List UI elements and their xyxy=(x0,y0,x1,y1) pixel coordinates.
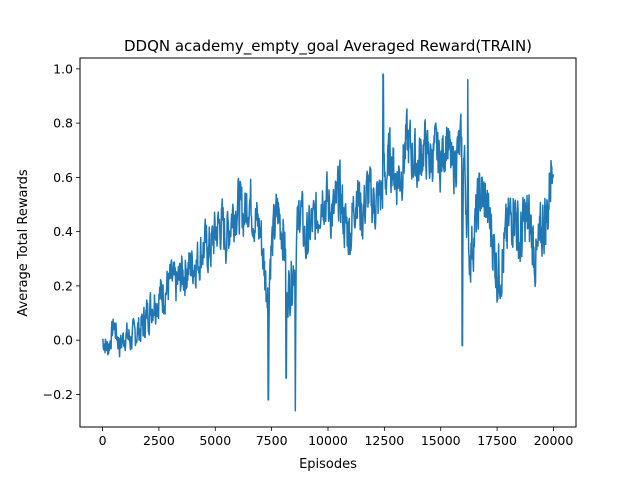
x-axis: 0 2500 5000 7500 10000 12500 15000 17500 20000 xyxy=(99,427,574,448)
y-tick-label: 0.2 xyxy=(53,278,73,293)
x-tick-label: 2500 xyxy=(143,433,175,448)
x-tick-label: 20000 xyxy=(534,433,574,448)
x-tick-label: 15000 xyxy=(421,433,461,448)
chart-title: DDQN academy_empty_goal Averaged Reward(… xyxy=(124,37,532,56)
x-tick-label: 0 xyxy=(99,433,107,448)
x-tick-label: 10000 xyxy=(308,433,348,448)
y-tick-label: 0.0 xyxy=(53,333,73,348)
y-axis-title: Average Total Rewards xyxy=(16,169,31,316)
y-axis: −0.2 0.0 0.2 0.4 0.6 0.8 1.0 xyxy=(43,61,80,402)
y-tick-label: 0.8 xyxy=(53,116,73,131)
x-tick-label: 17500 xyxy=(477,433,517,448)
x-tick-label: 7500 xyxy=(256,433,288,448)
series-layer xyxy=(101,73,555,412)
series-line xyxy=(101,73,555,412)
y-tick-label: 1.0 xyxy=(53,61,73,76)
x-axis-title: Episodes xyxy=(299,457,357,472)
plot-area xyxy=(80,58,576,427)
y-tick-label: −0.2 xyxy=(43,387,73,402)
x-tick-label: 12500 xyxy=(364,433,404,448)
y-tick-label: 0.4 xyxy=(53,224,73,239)
y-tick-label: 0.6 xyxy=(53,170,73,185)
x-tick-label: 5000 xyxy=(199,433,231,448)
